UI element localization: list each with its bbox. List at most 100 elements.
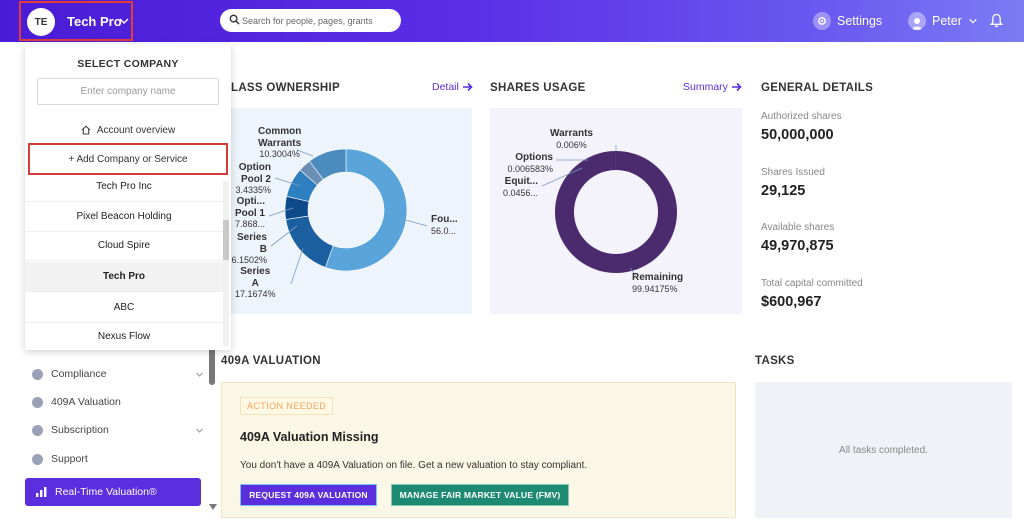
company-option-selected[interactable]: Tech Pro [25, 262, 223, 292]
bell-icon[interactable] [990, 13, 1003, 28]
user-name: Peter [932, 14, 962, 28]
support-icon [32, 453, 43, 465]
shares-usage-donut-chart [541, 145, 678, 277]
summary-link-label: Summary [683, 81, 728, 93]
leader-line-option-pool-1 [268, 207, 294, 217]
search-icon [229, 14, 240, 25]
sidebar-scrollbar[interactable] [209, 347, 215, 385]
authorized-shares-value: 50,000,000 [761, 127, 834, 143]
sidebar-item-compliance[interactable]: Compliance [32, 365, 204, 383]
shares-issued-value: 29,125 [761, 183, 806, 199]
available-shares-value: 49,970,875 [761, 238, 834, 254]
summary-link[interactable]: Summary [683, 81, 742, 93]
avatar [908, 12, 926, 30]
valuation-heading: 409A Valuation Missing [240, 430, 379, 444]
detail-link[interactable]: Detail [432, 81, 473, 93]
company-option[interactable]: Cloud Spire [25, 231, 223, 261]
leader-line-founders [398, 217, 428, 227]
shield-icon [32, 368, 43, 380]
sidebar-item-label: Support [51, 453, 88, 465]
company-option[interactable]: ABC [25, 293, 223, 323]
settings-link[interactable]: Settings [813, 12, 882, 30]
chart-label-option-pool-2: Option Pool 2 3.4335% [235, 162, 271, 195]
class-ownership-donut-chart [268, 148, 428, 285]
valuation-description: You don't have a 409A Valuation on file.… [240, 460, 588, 471]
chevron-down-icon [196, 372, 203, 377]
real-time-valuation-button[interactable]: Real-Time Valuation® [25, 478, 201, 506]
valuation-card: ACTION NEEDED 409A Valuation Missing You… [221, 382, 736, 518]
dollar-icon [32, 424, 43, 436]
search-input[interactable] [242, 11, 396, 30]
chart-label-warrants: Warrants 0.006% [550, 128, 593, 150]
arrow-right-icon [731, 82, 742, 92]
account-overview-link[interactable]: Account overview [25, 122, 231, 138]
available-shares-label: Available shares [761, 222, 835, 233]
shares-usage-card: Warrants 0.006% Options 0.006583% Equit...… [490, 108, 742, 314]
chevron-down-icon [196, 428, 203, 433]
leader-line-series-a [290, 247, 304, 285]
company-avatar: TE [27, 8, 55, 36]
valuation-section-title: 409A VALUATION [221, 355, 321, 367]
company-name: Tech Pro [67, 14, 122, 29]
chart-icon [32, 396, 43, 408]
leader-line-series-b [270, 225, 298, 247]
company-option[interactable]: Pixel Beacon Holding [25, 202, 223, 232]
real-time-valuation-label: Real-Time Valuation® [55, 486, 157, 498]
total-capital-committed-value: $600,967 [761, 294, 822, 310]
add-company-button[interactable]: + Add Company or Service [28, 143, 228, 175]
chart-label-option-pool-1: Opti... Pool 1 7.868... [234, 196, 265, 229]
shares-usage-title: SHARES USAGE [490, 82, 586, 94]
sidebar-item-label: 409A Valuation [51, 396, 121, 408]
chevron-down-icon [119, 18, 129, 24]
chart-label-options: Options 0.006583% [507, 152, 553, 174]
tasks-empty-text: All tasks completed. [839, 444, 928, 456]
chart-label-remaining: Remaining 99.94175% [632, 272, 684, 294]
usage-slice-remaining [555, 151, 678, 273]
leader-line-remaining [629, 267, 637, 277]
account-overview-label: Account overview [96, 124, 176, 136]
tasks-card: All tasks completed. [755, 382, 1012, 518]
gear-icon [813, 12, 831, 30]
dropdown-scrollbar[interactable] [223, 220, 229, 260]
ownership-slice-series-a [285, 215, 334, 268]
chevron-down-icon [969, 18, 977, 24]
scroll-down-arrow-icon[interactable] [209, 504, 217, 510]
top-bar: TE Tech Pro Settings Peter [0, 0, 1024, 42]
company-switcher[interactable]: TE Tech Pro [19, 1, 133, 41]
arrow-right-icon [462, 82, 473, 92]
company-option[interactable]: Nexus Flow [25, 322, 223, 350]
sidebar-item-409a-valuation[interactable]: 409A Valuation [32, 393, 204, 411]
chart-label-equity: Equit... 0.0456... [502, 176, 538, 198]
company-search-input[interactable] [37, 78, 219, 105]
user-menu[interactable]: Peter [908, 12, 978, 30]
chart-label-series-b: Series B 6.1502% [231, 232, 267, 265]
request-409a-valuation-button[interactable]: REQUEST 409A VALUATION [240, 484, 377, 506]
chart-label-common-warrants: Common Warrants 10.3004% [258, 126, 302, 159]
dropdown-scroll-track[interactable] [223, 181, 229, 346]
settings-label: Settings [837, 14, 883, 28]
dropdown-title: SELECT COMPANY [77, 58, 179, 70]
class-ownership-card: Common Warrants 10.3004% Option Pool 2 3.433… [231, 108, 472, 314]
search-bar[interactable] [220, 9, 401, 32]
company-dropdown: SELECT COMPANY Account overview + Add Co… [25, 44, 231, 350]
status-badge: ACTION NEEDED [240, 397, 334, 415]
company-option[interactable]: Tech Pro Inc [25, 172, 223, 202]
leader-line-equity [541, 167, 583, 187]
class-ownership-title: LASS OWNERSHIP [231, 82, 340, 94]
manage-fmv-button[interactable]: MANAGE FAIR MARKET VALUE (FMV) [391, 484, 569, 506]
bar-chart-icon [36, 487, 47, 497]
general-details-title: GENERAL DETAILS [761, 82, 874, 94]
sidebar-item-support[interactable]: Support [32, 450, 204, 468]
shares-issued-label: Shares Issued [761, 167, 825, 178]
ownership-slice-common-warrants [309, 148, 347, 180]
sidebar-item-label: Subscription [51, 424, 109, 436]
sidebar-item-subscription[interactable]: Subscription [32, 421, 204, 439]
ownership-slice-founders [324, 148, 408, 272]
authorized-shares-label: Authorized shares [761, 111, 842, 122]
detail-link-label: Detail [432, 81, 459, 93]
tasks-title: TASKS [755, 355, 795, 367]
leader-line-common-warrants [296, 149, 314, 157]
chart-label-series-a: Series A 17.1674% [235, 266, 276, 299]
leader-line-option-pool-2 [274, 177, 302, 187]
total-capital-committed-label: Total capital committed [761, 278, 863, 289]
